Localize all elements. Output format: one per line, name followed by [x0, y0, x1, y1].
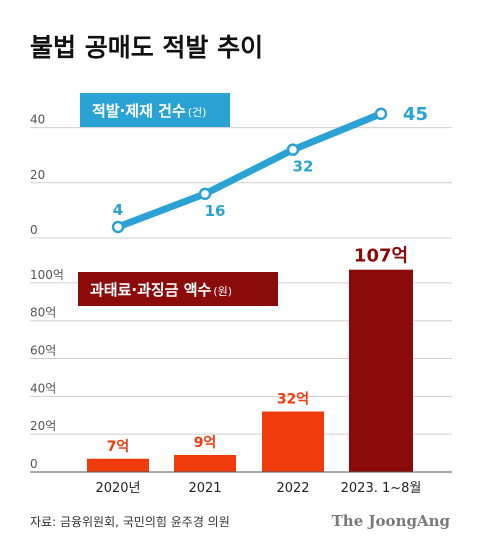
line-point [198, 187, 212, 201]
bar-data-label: 7억 [107, 439, 130, 455]
bar-y-tick-label: 80억 [30, 306, 56, 320]
line-series-path [114, 110, 385, 231]
bar [349, 269, 413, 472]
source-note: 자료: 금융위원회, 국민의힘 윤주경 의원 [30, 515, 230, 529]
line-point [111, 220, 125, 234]
line-y-tick-label: 20 [30, 168, 45, 182]
line-y-tick-label: 0 [30, 223, 38, 237]
line-data-label: 4 [113, 201, 123, 219]
x-axis: 2020년 2021 2022 2023. 1~8월 [30, 471, 452, 496]
bar-data-label: 9억 [194, 435, 217, 451]
bar-data-label: 107억 [354, 246, 408, 267]
bar-y-tick-label: 0 [30, 457, 38, 471]
line-point [286, 143, 300, 156]
x-tick-label: 2021 [188, 481, 221, 496]
x-tick-label: 2020년 [95, 481, 140, 496]
chart-title: 불법 공매도 적발 추이 [30, 33, 263, 62]
line-legend-box [80, 93, 230, 127]
line-data-label: 45 [403, 104, 428, 125]
bar-series: 7억 9억 32억 107억 [87, 246, 413, 472]
bar-legend: 과태료·과징금 액수 (원) [78, 272, 278, 306]
bar-y-tick-label: 20억 [30, 419, 56, 433]
brand-logo: The JoongAng [332, 512, 451, 530]
line-data-label: 32 [293, 158, 314, 176]
bar-chart-grid: 0 20억 40억 60억 80억 100억 [30, 268, 452, 473]
line-y-tick-label: 40 [30, 113, 45, 127]
bar-legend-label: 과태료·과징금 액수 (원) [90, 281, 232, 299]
bar-data-label: 32억 [277, 391, 309, 407]
line-legend: 적발·제재 건수 (건) [80, 93, 230, 127]
line-point [374, 107, 388, 121]
bar-y-tick-label: 60억 [30, 344, 56, 358]
bar [174, 454, 236, 472]
line-legend-label: 적발·제재 건수 (건) [92, 102, 206, 120]
line-series: 4 16 32 45 [111, 104, 428, 234]
bar [87, 458, 149, 472]
bar-legend-box [78, 272, 278, 306]
bar-y-tick-label: 100억 [30, 268, 64, 282]
x-tick-label: 2022 [276, 481, 309, 496]
bar [262, 411, 324, 472]
line-chart-grid: 0 20 40 [30, 113, 452, 239]
line-data-label: 16 [205, 202, 226, 220]
bar-y-tick-label: 40억 [30, 381, 56, 395]
x-tick-label: 2023. 1~8월 [341, 481, 422, 496]
